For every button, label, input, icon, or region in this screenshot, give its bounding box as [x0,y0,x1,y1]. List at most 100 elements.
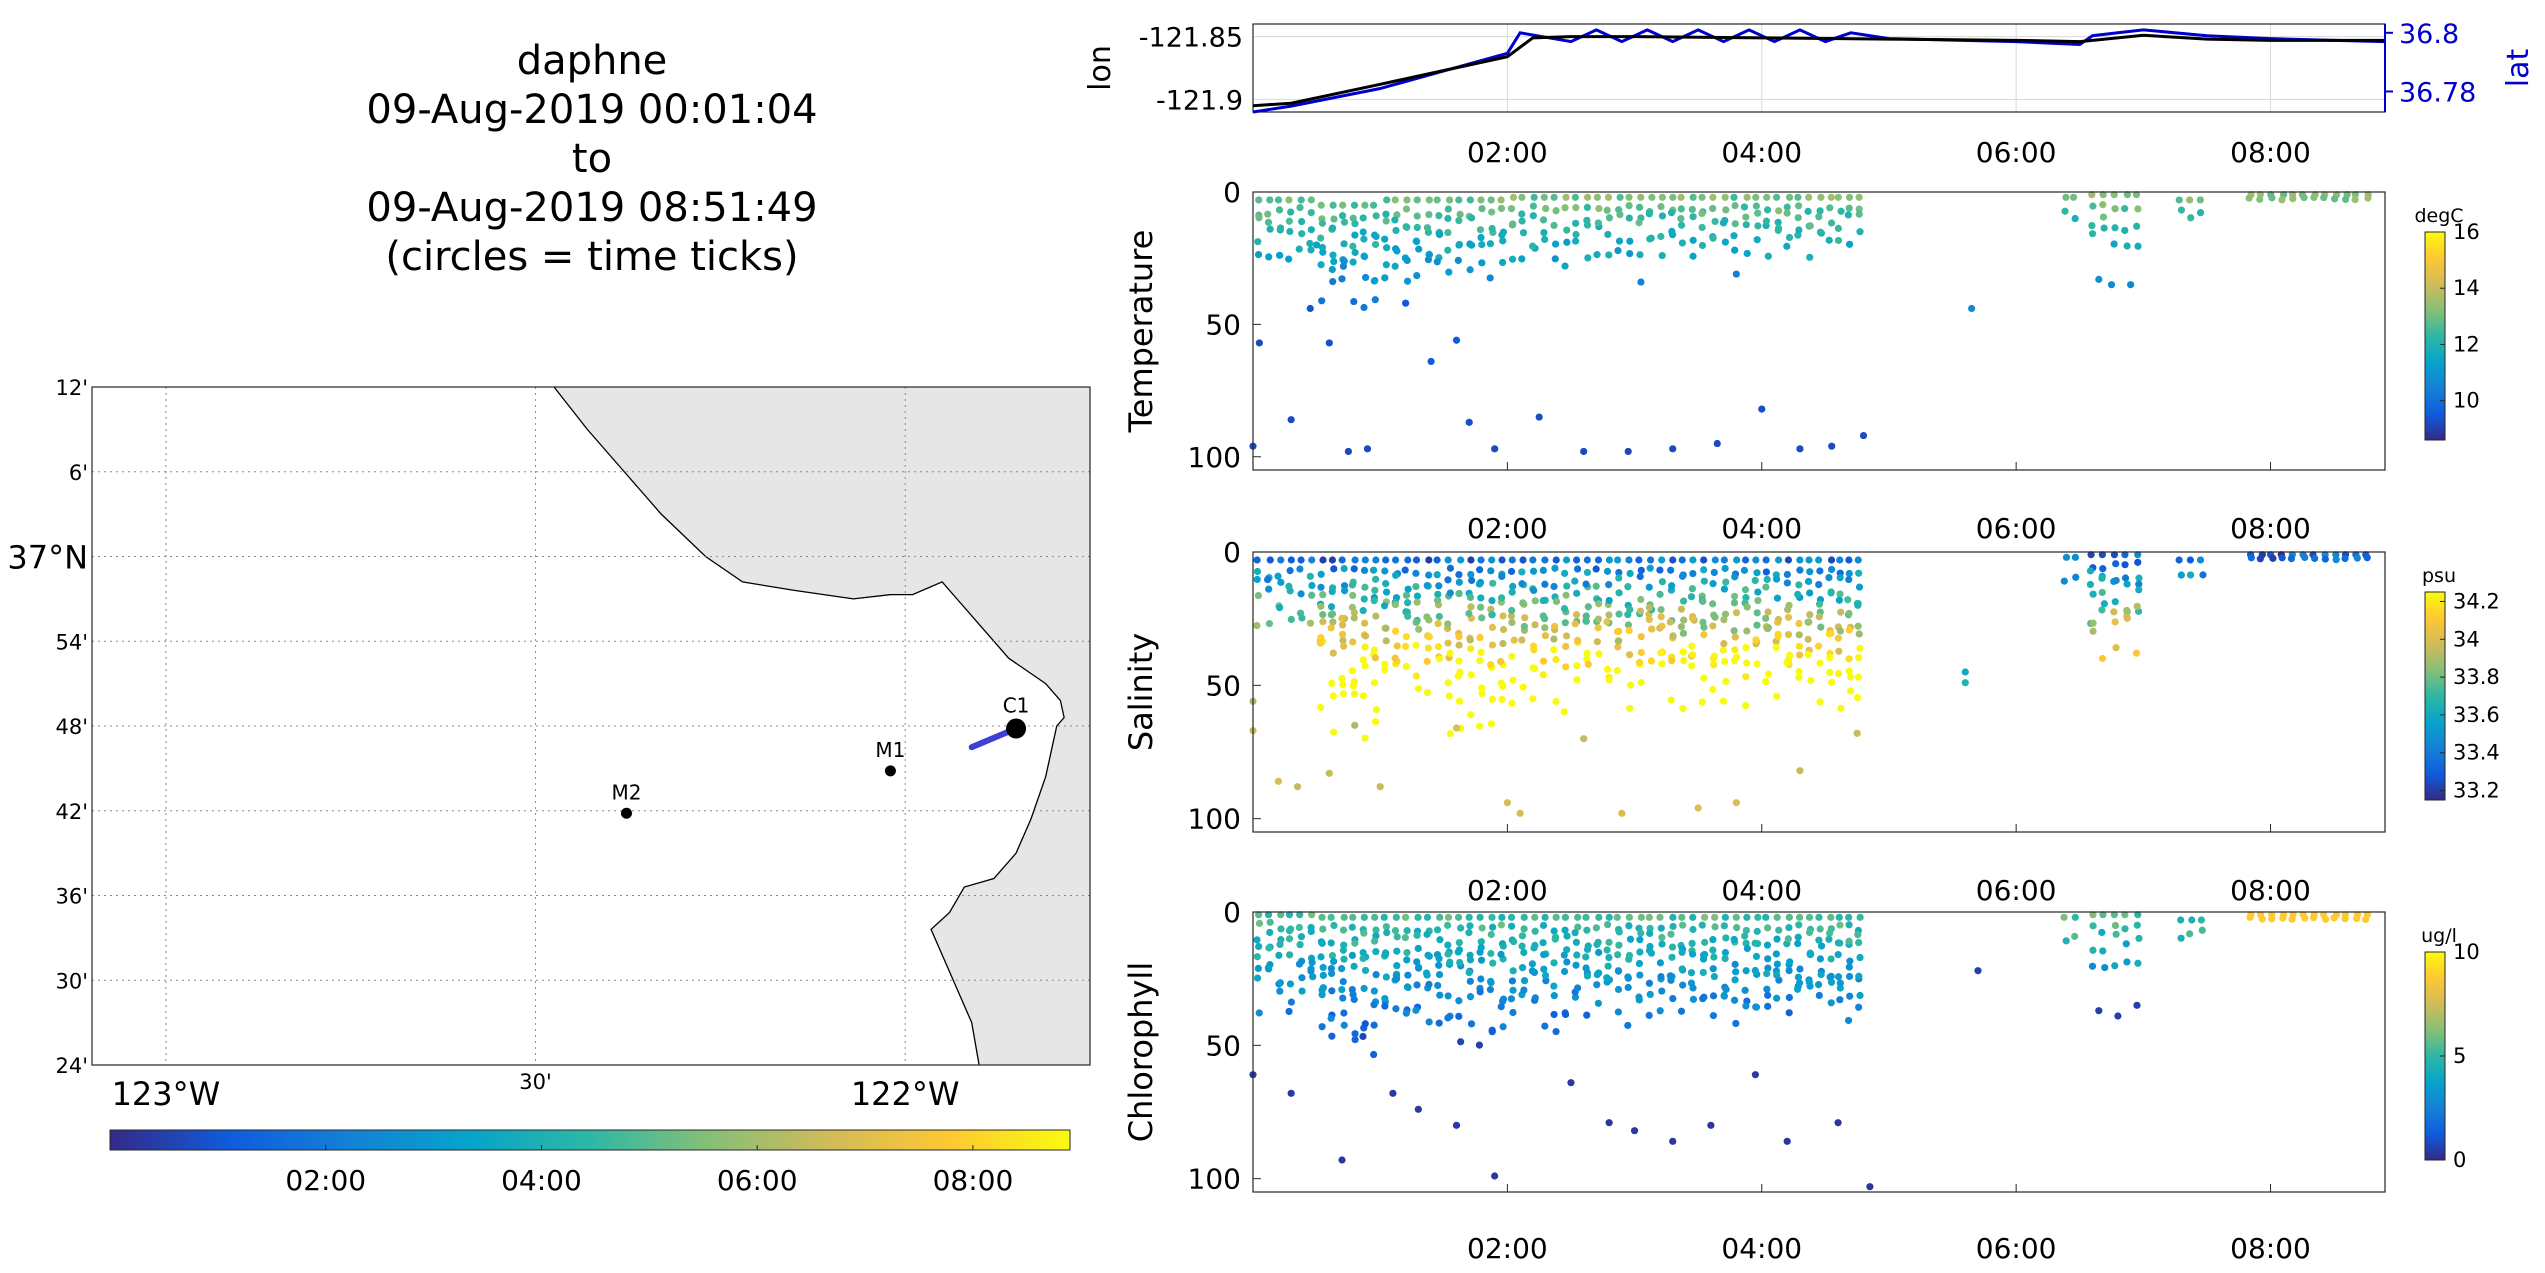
chlorophyll-data-point [2341,915,2349,923]
salinity-data-point [1425,571,1433,579]
temperature-data-point [2089,202,2097,210]
salinity-data-point [1806,589,1814,597]
chlorophyll-data-point [1497,950,1505,958]
salinity-data-point [1518,636,1526,644]
temperature-data-point [1834,193,1842,201]
salinity-data-point [1340,565,1348,573]
salinity-data-point [1476,633,1484,642]
salinity-data-point [1700,577,1708,585]
chlorophyll-data-point [1731,976,1739,984]
chlorophyll-data-point [1794,973,1803,981]
temperature-data-point [1698,209,1706,218]
salinity-data-point [1423,688,1432,697]
chlorophyll-data-point [2121,911,2129,919]
salinity-data-point [1277,556,1285,564]
salinity-data-point [1835,647,1843,655]
temperature-data-point [1816,228,1825,236]
salinity-data-point [1700,566,1708,574]
chlorophyll-y-tick-label: 100 [1188,1163,1241,1196]
salinity-data-point [1327,603,1336,611]
temperature-data-point [2289,195,2297,203]
temperature-data-point [1307,226,1315,234]
salinity-colorbar-label: 33.8 [2453,665,2500,689]
salinity-data-point [1711,613,1719,621]
chlorophyll-data-point [1613,913,1621,921]
temperature-data-point [1563,226,1571,234]
temperature-data-point [1433,258,1441,266]
salinity-data-point [2086,580,2095,589]
temperature-data-point [2110,191,2118,199]
salinity-data-point [1562,556,1571,564]
salinity-data-point [1742,644,1750,652]
salinity-data-point [1507,567,1516,576]
chlorophyll-data-point [1507,995,1515,1003]
salinity-data-point [1753,569,1761,577]
salinity-data-point [1350,678,1358,686]
chlorophyll-data-point [1711,923,1719,931]
salinity-colorbar-label: 33.6 [2453,703,2500,727]
chlorophyll-data-point [1658,987,1666,995]
chlorophyll-frame [1252,911,2386,1193]
chlorophyll-data-point [1317,953,1325,961]
salinity-data-point [1784,630,1793,639]
salinity-data-point [1328,610,1337,618]
salinity-data-point [1783,570,1791,579]
chlorophyll-data-point [1679,921,1687,929]
salinity-data-point [1562,632,1571,640]
salinity-data-point [1689,651,1697,659]
salinity-data-point [1529,695,1537,703]
temperature-data-point [1285,255,1293,263]
salinity-data-point [1348,667,1356,675]
salinity-data-point [1308,591,1316,599]
salinity-data-point [1478,614,1486,622]
salinity-data-point [1679,705,1687,713]
salinity-data-point [1519,556,1527,564]
temperature-data-point [1391,216,1399,224]
chlorophyll-data-point [1253,974,1262,982]
chlorophyll-data-point [1593,981,1601,989]
temperature-data-point [1539,216,1548,224]
chlorophyll-data-point [1855,972,1863,980]
salinity-data-point [1381,660,1389,668]
salinity-data-point [1476,566,1484,574]
temperature-data-point [2111,205,2119,213]
chlorophyll-data-point [2089,946,2097,954]
temperature-data-point [1658,212,1667,220]
salinity-data-point [1339,636,1347,645]
temperature-data-point [1445,268,1453,276]
salinity-data-point [1584,660,1592,668]
chlorophyll-data-point [1615,928,1623,936]
temperature-data-point [1572,230,1580,239]
temperature-data-point [1689,252,1697,260]
salinity-data-point [1433,596,1442,604]
map-colorbar-label: 06:00 [717,1164,798,1197]
chlorophyll-data-point [2309,914,2318,922]
temperature-data-point [1775,207,1783,215]
chlorophyll-data-point [1392,913,1400,921]
chlorophyll-data-point [1630,1127,1639,1135]
salinity-data-point [1603,618,1611,626]
salinity-data-point [1573,636,1582,644]
salinity-data-point [1773,692,1781,700]
chlorophyll-data-point [1329,957,1338,966]
salinity-data-point [1254,591,1262,600]
salinity-data-point [1689,569,1697,578]
temperature-data-point [1287,208,1295,216]
chlorophyll-data-point [1465,913,1473,921]
temperature-data-point [1626,249,1634,258]
salinity-data-point [1340,587,1349,595]
salinity-data-point [1584,603,1592,611]
salinity-data-point [1531,597,1539,605]
chlorophyll-data-point [1645,979,1654,987]
chlorophyll-data-point [1625,922,1633,930]
chlorophyll-data-point [1530,944,1538,952]
chlorophyll-data-point [1454,913,1463,921]
salinity-data-point [1658,660,1666,668]
salinity-data-point [1372,706,1380,714]
temperature-data-point [1764,252,1772,260]
chlorophyll-data-point [1815,991,1823,1000]
chlorophyll-data-point [1827,978,1836,986]
salinity-data-point [1467,570,1475,579]
temperature-data-point [1478,205,1486,213]
chlorophyll-data-point [1856,991,1864,1000]
